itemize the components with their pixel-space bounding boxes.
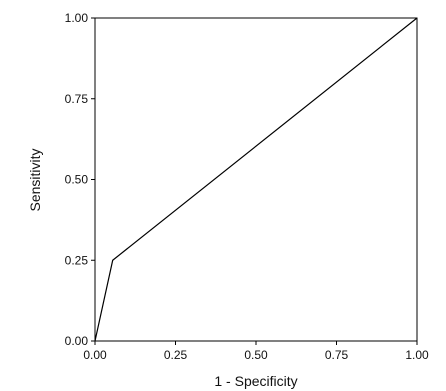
y-axis-label: Sensitivity (27, 148, 43, 211)
x-axis-label: 1 - Specificity (214, 373, 297, 389)
y-tick-label: 0.00 (65, 334, 89, 348)
series-group (94, 17, 418, 342)
x-tick-label: 0.75 (325, 348, 349, 362)
plot-frame (94, 17, 418, 342)
y-tick-label: 0.50 (65, 173, 89, 187)
x-axis-ticks: 0.00 0.25 0.50 0.75 1.00 (83, 341, 429, 362)
roc-curve (94, 17, 418, 342)
x-tick-label: 1.00 (405, 348, 429, 362)
y-axis-ticks: 0.00 0.25 0.50 0.75 1.00 (65, 11, 95, 348)
y-tick-label: 0.75 (65, 92, 89, 106)
x-tick-label: 0.25 (164, 348, 188, 362)
y-tick-label: 1.00 (65, 11, 89, 25)
x-tick-label: 0.00 (83, 348, 107, 362)
x-tick-label: 0.50 (244, 348, 268, 362)
y-tick-label: 0.25 (65, 253, 89, 267)
